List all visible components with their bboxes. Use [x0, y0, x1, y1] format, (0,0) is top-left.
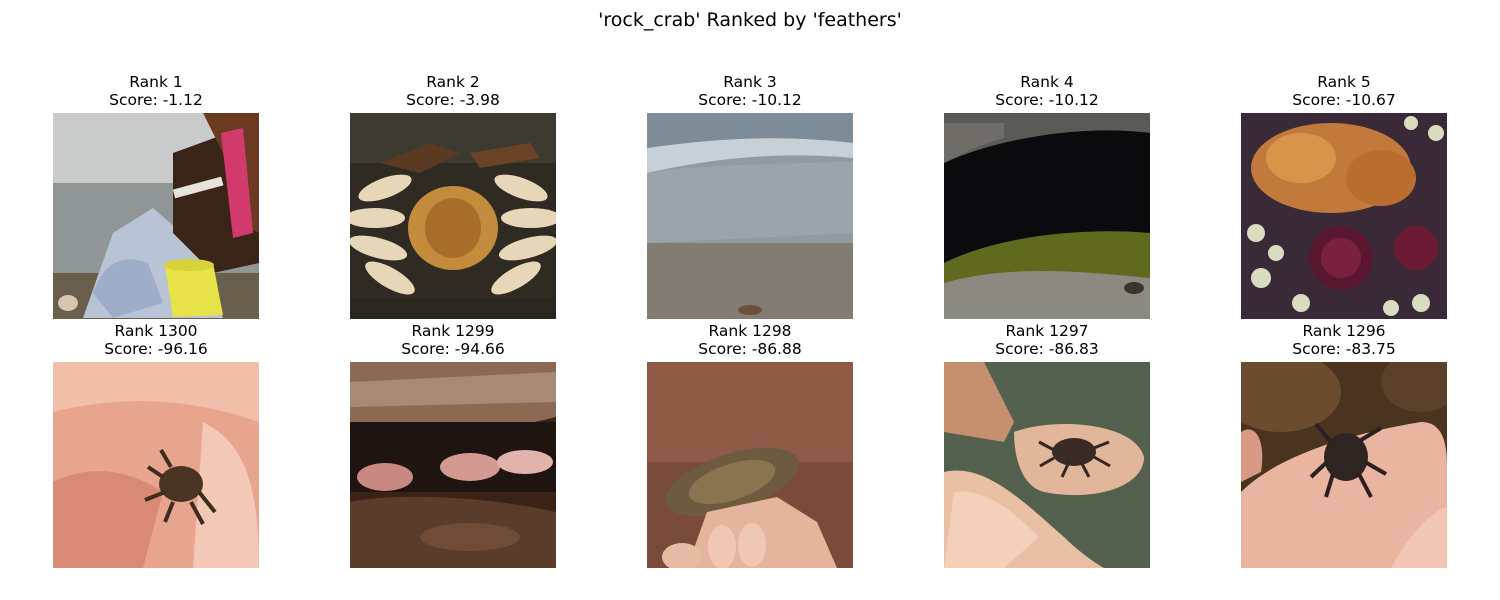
score-label: Score: -1.12	[109, 91, 203, 109]
thumbnail-image	[647, 113, 853, 319]
hand-holding-crab-photo	[647, 362, 853, 568]
rank-label: Rank 4	[1020, 73, 1074, 91]
rank-label: Rank 1300	[114, 322, 198, 340]
rank-label: Rank 2	[426, 73, 480, 91]
score-label: Score: -10.12	[698, 91, 802, 109]
panel-title: Rank 1296 Score: -83.75	[1201, 322, 1487, 358]
crabs-under-rock-photo	[350, 362, 556, 568]
thumbnail-image	[647, 362, 853, 568]
crab-on-open-hand-photo	[944, 362, 1150, 568]
crab-in-palm-photo	[53, 362, 259, 568]
score-label: Score: -94.66	[401, 340, 505, 358]
thumbnail-image	[944, 362, 1150, 568]
score-label: Score: -83.75	[1292, 340, 1396, 358]
rank-label: Rank 1299	[411, 322, 495, 340]
score-label: Score: -10.12	[995, 91, 1099, 109]
figure-title: 'rock_crab' Ranked by 'feathers'	[598, 9, 902, 31]
score-label: Score: -3.98	[406, 91, 500, 109]
panel-title: Rank 1297 Score: -86.83	[904, 322, 1190, 358]
rank-label: Rank 1298	[708, 322, 792, 340]
thumbnail-image	[350, 362, 556, 568]
panel-title: Rank 4 Score: -10.12	[904, 73, 1190, 109]
sea-urchins-photo	[1241, 113, 1447, 319]
panel-title: Rank 5 Score: -10.67	[1201, 73, 1487, 109]
panel-title: Rank 1 Score: -1.12	[13, 73, 299, 109]
score-label: Score: -86.88	[698, 340, 802, 358]
thumbnail-image	[53, 113, 259, 319]
child-with-bucket-photo	[53, 113, 259, 319]
thumbnail-image	[944, 113, 1150, 319]
dark-crab-on-palm-photo	[1241, 362, 1447, 568]
panel-title: Rank 1298 Score: -86.88	[607, 322, 893, 358]
crab-on-sand-photo	[647, 113, 853, 319]
panel-title: Rank 1299 Score: -94.66	[310, 322, 596, 358]
score-label: Score: -86.83	[995, 340, 1099, 358]
thumbnail-image	[350, 113, 556, 319]
rank-label: Rank 1296	[1302, 322, 1386, 340]
thumbnail-image	[53, 362, 259, 568]
thumbnail-image	[1241, 113, 1447, 319]
panel-title: Rank 1300 Score: -96.16	[13, 322, 299, 358]
score-label: Score: -96.16	[104, 340, 208, 358]
rank-label: Rank 5	[1317, 73, 1371, 91]
panel-title: Rank 3 Score: -10.12	[607, 73, 893, 109]
rank-label: Rank 1	[129, 73, 183, 91]
crab-underside-photo	[350, 113, 556, 319]
rank-label: Rank 3	[723, 73, 777, 91]
panel-title: Rank 2 Score: -3.98	[310, 73, 596, 109]
rank-label: Rank 1297	[1005, 322, 1089, 340]
score-label: Score: -10.67	[1292, 91, 1396, 109]
cave-pool-photo	[944, 113, 1150, 319]
thumbnail-image	[1241, 362, 1447, 568]
